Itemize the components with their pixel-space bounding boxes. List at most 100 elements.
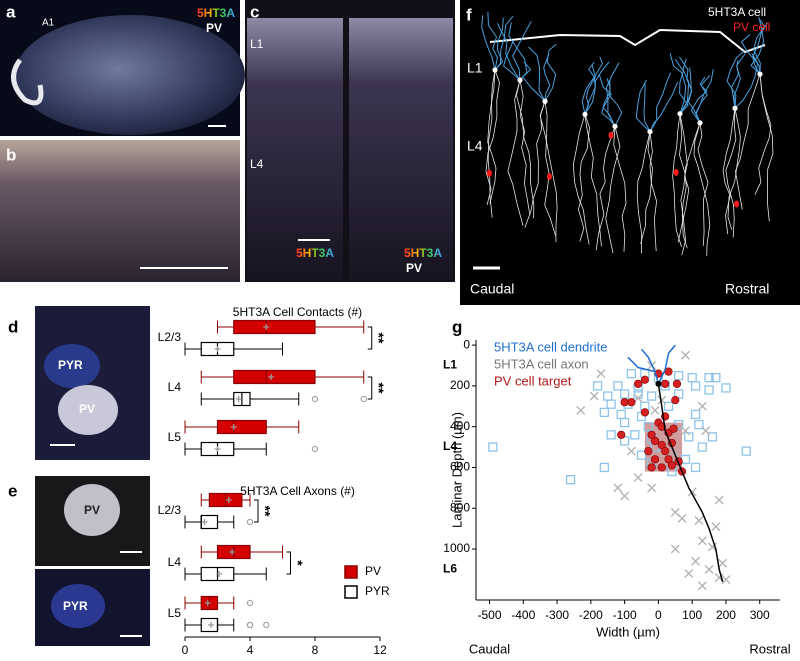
dendrite <box>481 15 496 71</box>
dendrite <box>687 67 701 124</box>
dendrite <box>605 62 620 127</box>
dendrite <box>497 23 521 81</box>
cell-body <box>697 120 703 126</box>
dendrite <box>503 40 521 81</box>
axon <box>605 126 621 254</box>
mean-marker <box>263 324 270 330</box>
stain-label: 5HT3A <box>296 246 334 260</box>
legend-label: PV cell target <box>494 373 572 388</box>
cerebellum <box>11 58 44 106</box>
box <box>216 419 267 435</box>
chart-title: 5HT3A Cell Contacts (#) <box>233 305 362 319</box>
dendrite <box>733 60 741 109</box>
pv-cell <box>673 168 679 176</box>
significance-bracket <box>367 376 373 400</box>
axon <box>759 74 774 222</box>
point <box>718 558 728 568</box>
dendrite <box>584 65 596 115</box>
legend-swatch <box>344 565 358 579</box>
point <box>690 462 701 473</box>
point <box>589 391 599 401</box>
point <box>640 408 649 417</box>
x-tick-label: -300 <box>545 608 569 622</box>
category-label: L4 <box>168 555 182 569</box>
legend-label: 5HT3A cell axon <box>494 356 589 371</box>
orientation-label: Caudal <box>469 641 510 656</box>
point <box>634 379 643 388</box>
point <box>606 430 616 440</box>
pv-cell <box>486 169 492 177</box>
slice-image <box>247 18 343 280</box>
brain-section <box>15 15 245 135</box>
layer-label: L6 <box>443 562 457 576</box>
x-tick-label: 4 <box>247 643 254 657</box>
point <box>697 401 707 411</box>
point <box>650 455 660 464</box>
dendrite <box>494 17 504 71</box>
pv-cell <box>64 484 120 536</box>
outlier <box>263 621 270 629</box>
dendrite <box>649 82 679 132</box>
layer-label: L1 <box>467 60 483 76</box>
significance-bracket <box>367 326 373 350</box>
point <box>613 483 623 493</box>
point <box>680 426 690 436</box>
mean-marker <box>225 497 232 503</box>
point <box>711 522 721 532</box>
point <box>630 430 640 440</box>
dendrite <box>649 72 671 132</box>
outlier <box>246 518 254 526</box>
cell-label: PV <box>84 503 100 517</box>
axon <box>680 122 701 256</box>
cell-body <box>677 111 683 117</box>
dendrite <box>679 58 690 114</box>
panel-letter: g <box>452 317 462 336</box>
axon <box>734 74 761 210</box>
point <box>606 399 616 409</box>
cell-body <box>492 67 498 73</box>
y-tick-label: 200 <box>450 378 470 392</box>
outlier <box>246 621 254 629</box>
significance: ** <box>257 506 273 517</box>
slice-image <box>349 18 453 280</box>
y-tick-label: 0 <box>463 337 470 351</box>
y-tick-label: 800 <box>450 500 470 514</box>
panel-letter: c <box>250 2 259 21</box>
axon <box>577 114 590 242</box>
point <box>488 442 498 452</box>
cell-body <box>612 123 618 129</box>
point <box>613 381 623 391</box>
x-tick-label: 0 <box>655 608 662 622</box>
axon <box>507 79 524 227</box>
point <box>691 556 701 566</box>
orientation-label: Rostral <box>749 641 790 656</box>
point <box>711 373 721 383</box>
axon <box>544 101 556 236</box>
dendrite <box>601 79 616 127</box>
point <box>701 426 711 436</box>
point <box>697 581 707 591</box>
point <box>633 393 643 403</box>
axon <box>487 69 496 218</box>
dendrite <box>734 53 759 109</box>
point <box>565 475 576 485</box>
layer-label: L1 <box>250 37 264 51</box>
outlier <box>311 395 319 403</box>
dendrite <box>521 61 546 102</box>
category-label: L5 <box>168 430 182 444</box>
point <box>704 373 714 383</box>
cell-body <box>517 77 523 83</box>
point <box>704 385 714 395</box>
point <box>677 513 687 523</box>
mean-marker <box>214 346 221 352</box>
cell-label: PV <box>79 402 95 416</box>
mean-marker <box>201 519 208 525</box>
axon <box>672 113 682 248</box>
dendrite <box>487 11 498 71</box>
pyr-cell <box>44 344 100 388</box>
point <box>694 515 704 525</box>
dendrite <box>635 79 651 133</box>
point <box>704 564 714 574</box>
point <box>690 409 701 420</box>
dendrite <box>740 34 761 75</box>
